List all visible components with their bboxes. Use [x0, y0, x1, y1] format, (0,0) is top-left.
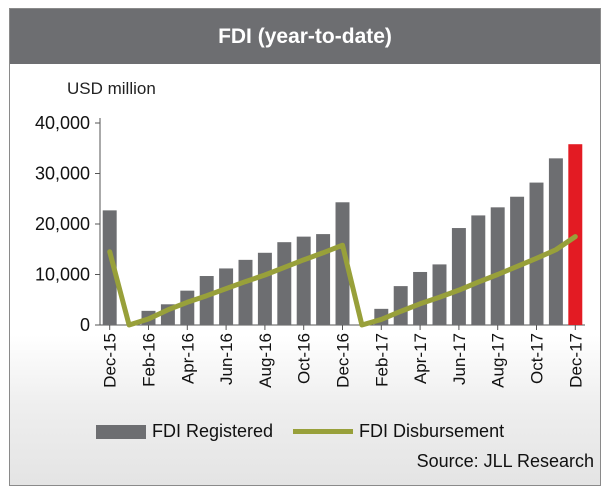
bar: [219, 268, 234, 325]
x-tick-label: Dec-16: [334, 333, 353, 388]
legend-label-disbursement: FDI Disbursement: [359, 421, 505, 441]
x-tick-label: Apr-17: [411, 333, 430, 384]
bar: [510, 196, 525, 325]
y-axis-unit-label: USD million: [67, 79, 156, 98]
background-shade: [10, 335, 600, 485]
y-tick-label: 30,000: [35, 164, 90, 184]
disbursement-line: [107, 234, 578, 328]
x-tick-label: Dec-15: [101, 333, 120, 388]
x-tick-label: Jun-16: [217, 333, 236, 385]
bar: [471, 215, 486, 325]
x-tick-label: Dec-17: [566, 333, 585, 388]
bar: [296, 236, 311, 325]
bar: [199, 276, 214, 325]
bar: [277, 242, 292, 325]
y-tick-label: 10,000: [35, 265, 90, 285]
y-tick-label: 0: [80, 315, 90, 335]
bar: [451, 228, 466, 325]
bar: [413, 271, 428, 325]
x-tick-label: Jun-17: [450, 333, 469, 385]
bar: [180, 290, 195, 325]
chart-title: FDI (year-to-date): [10, 9, 600, 64]
bar: [490, 207, 505, 325]
bar: [529, 182, 544, 325]
bar: [102, 210, 117, 325]
x-tick-label: Oct-16: [295, 333, 314, 384]
y-tick-label: 20,000: [35, 214, 90, 234]
source-note: Source: JLL Research: [416, 451, 594, 471]
bar: [316, 234, 331, 325]
x-tick-label: Aug-16: [256, 333, 275, 388]
x-tick-label: Feb-16: [140, 333, 159, 387]
legend-label-registered: FDI Registered: [152, 421, 274, 441]
bar: [393, 286, 408, 325]
legend-swatch-registered: [96, 424, 146, 439]
x-tick-label: Feb-17: [372, 333, 391, 387]
x-tick-label: Apr-16: [178, 333, 197, 384]
x-tick-label: Oct-17: [528, 333, 547, 384]
bar: [238, 259, 253, 325]
legend: FDI Registered FDI Disbursement: [96, 421, 504, 442]
bar: [257, 252, 272, 325]
legend-swatch-disbursement: [293, 429, 354, 434]
bar: [335, 202, 350, 325]
x-tick-label: Aug-17: [489, 333, 508, 388]
y-tick-label: 40,000: [35, 113, 90, 133]
bar: [548, 158, 563, 325]
